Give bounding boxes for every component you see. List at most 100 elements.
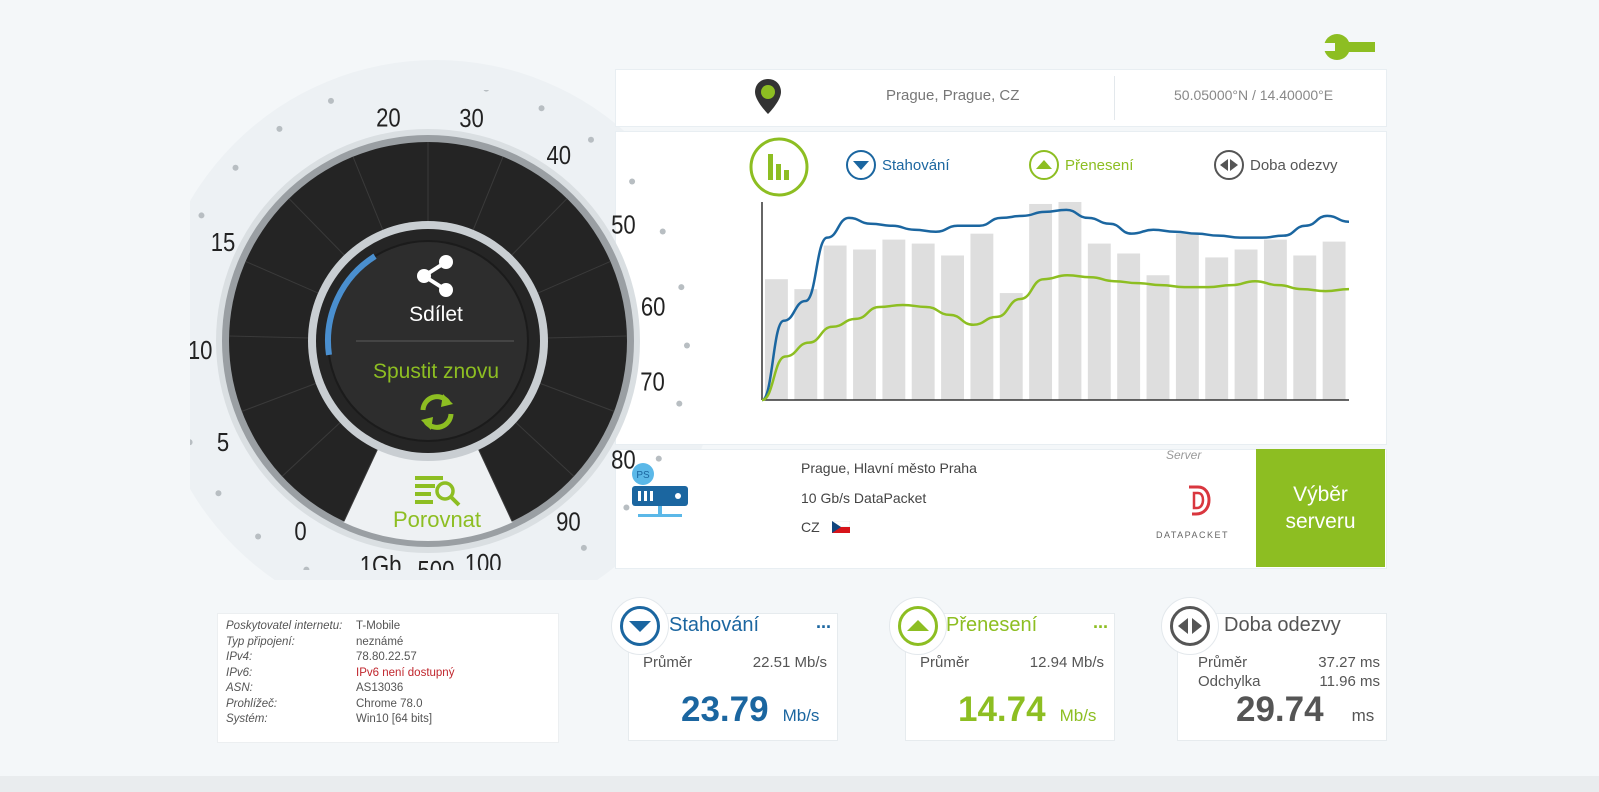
czech-flag-icon (831, 521, 850, 533)
gauge-segment-line (535, 260, 611, 295)
gauge-scale-label: 90 (556, 508, 581, 537)
download-unit: Mb/s (782, 706, 820, 725)
gauge-scale-label: 80 (611, 446, 636, 475)
legend-download[interactable]: Stahování (846, 150, 950, 180)
gauge-scale-label: 30 (459, 105, 484, 134)
refresh-icon[interactable] (415, 390, 459, 434)
server-ps-icon: PS (632, 463, 688, 517)
gauge-segment-line (245, 260, 321, 295)
chart-bar (1087, 243, 1111, 400)
upload-title: Přenesení (946, 614, 1038, 636)
gauge-scale-label: 50 (611, 211, 636, 240)
share-icon[interactable] (414, 253, 458, 299)
chart-bar (823, 245, 847, 400)
gauge-segment-line (538, 382, 615, 412)
info-row: Systém: Win10 [64 bits] (226, 712, 454, 728)
chart-panel: Stahování Přenesení Doba odezvy (615, 131, 1387, 445)
gauge-tick-dot (623, 504, 630, 511)
chart-bar (1175, 233, 1199, 400)
datapacket-logo-text: DATAPACKET (1156, 530, 1230, 540)
gauge-tick-dot (232, 164, 239, 171)
compare-button[interactable]: Porovnat (392, 507, 482, 532)
download-speed: 23.79 Mb/s (681, 690, 819, 730)
ping-deviation: Odchylka 11.96 ms (1198, 673, 1380, 690)
info-label: IPv4: (226, 651, 253, 663)
download-value: 23.79 (681, 690, 769, 729)
ping-average: Průměr 37.27 ms (1198, 654, 1380, 671)
gauge-segment-line (472, 156, 504, 232)
legend-ping[interactable]: Doba odezvy (1214, 150, 1338, 180)
share-button[interactable]: Sdílet (409, 303, 463, 326)
upload-card-icon (889, 597, 947, 655)
gauge-segment-line (343, 447, 379, 522)
restart-button[interactable]: Spustit znovu (372, 360, 500, 383)
chart-bar (1263, 239, 1287, 400)
select-server-button[interactable]: Výběr serveru (1256, 449, 1385, 567)
ping-unit: ms (1351, 706, 1375, 725)
ping-avg-label: Průměr (1198, 654, 1248, 671)
upload-speed: 14.74 Mb/s (958, 690, 1096, 730)
gauge-tick-dot (659, 228, 666, 235)
info-label: Typ připojení: (226, 635, 295, 648)
info-value: IPv6 není dostupný (356, 666, 455, 679)
gauge-segment-line (477, 447, 513, 522)
upload-avg-value: 12.94 Mb/s (1029, 654, 1104, 671)
footer-bar (0, 776, 1599, 792)
info-row: Prohlížeč: Chrome 78.0 (226, 697, 454, 713)
gauge-tick-dot (580, 544, 587, 551)
connection-info: Poskytovatel internetu: T-Mobile Typ připo… (217, 613, 559, 743)
gauge-segment-line (229, 335, 311, 339)
upload-unit: Mb/s (1059, 706, 1097, 725)
info-label: Systém: (226, 713, 268, 725)
download-result-card: Stahování ... Průměr 22.51 Mb/s 23.79 Mb… (628, 612, 838, 741)
gauge-scale-label: 500 (418, 556, 455, 570)
download-icon (846, 150, 876, 180)
download-avg-value: 22.51 Mb/s (752, 654, 827, 671)
chart-bar (999, 293, 1023, 400)
download-more-button[interactable]: ... (815, 612, 831, 632)
compare-icon[interactable] (415, 474, 461, 508)
gauge-scale-label: 5 (217, 428, 229, 457)
legend-ping-label: Doba odezvy (1250, 156, 1338, 174)
info-label: Poskytovatel internetu: (226, 620, 343, 632)
chart-bar (853, 249, 876, 400)
legend-upload[interactable]: Přenesení (1029, 150, 1133, 180)
server-country-code: CZ (801, 519, 820, 535)
wrench-icon[interactable] (1323, 33, 1377, 61)
gauge-tick-dot (538, 105, 545, 112)
info-row: IPv6: IPv6 není dostupný (226, 666, 454, 682)
gauge-scale-label: 15 (211, 228, 236, 257)
gauge-tick-dot (683, 342, 690, 349)
map-pin-icon (755, 79, 781, 114)
info-value: neznámé (356, 635, 404, 648)
chart-bar (911, 243, 935, 400)
info-row: IPv4: 78.80.22.57 (226, 650, 454, 666)
server-label: Server (1166, 448, 1202, 462)
server-city: Prague, Hlavní město Praha (801, 460, 977, 476)
gauge-scale-label: 60 (641, 293, 666, 322)
chart-bar (1322, 241, 1346, 400)
select-server-label-1: Výběr (1293, 483, 1348, 506)
location-coords: 50.05000°N / 14.40000°E (1174, 87, 1334, 103)
chart-bar (882, 239, 906, 400)
gauge-progress-arc (325, 253, 377, 356)
server-provider: 10 Gb/s DataPacket (801, 490, 927, 506)
gauge-tick-dot (276, 125, 283, 132)
ping-dev-label: Odchylka (1198, 673, 1261, 690)
chart-bar (1058, 202, 1082, 400)
gauge-tick-dot (676, 400, 683, 407)
ping-result-card: Doba odezvy Průměr 37.27 ms Odchylka 11.… (1177, 613, 1387, 741)
gauge-segment-line (288, 198, 346, 257)
server-country: CZ (801, 519, 850, 535)
ping-avg-value: 37.27 ms (1318, 654, 1380, 671)
gauge-tick-dot (587, 136, 594, 143)
info-label: ASN: (226, 682, 253, 694)
upload-more-button[interactable]: ... (1092, 612, 1108, 632)
select-server-label-2: serveru (1285, 510, 1356, 533)
gauge-tick-dot (198, 212, 205, 219)
info-value: 78.80.22.57 (356, 651, 417, 663)
gauge-segment-line (545, 335, 627, 339)
download-avg-label: Průměr (643, 654, 693, 671)
chart-toggle-icon[interactable] (748, 136, 810, 198)
chart-bar (970, 233, 994, 400)
